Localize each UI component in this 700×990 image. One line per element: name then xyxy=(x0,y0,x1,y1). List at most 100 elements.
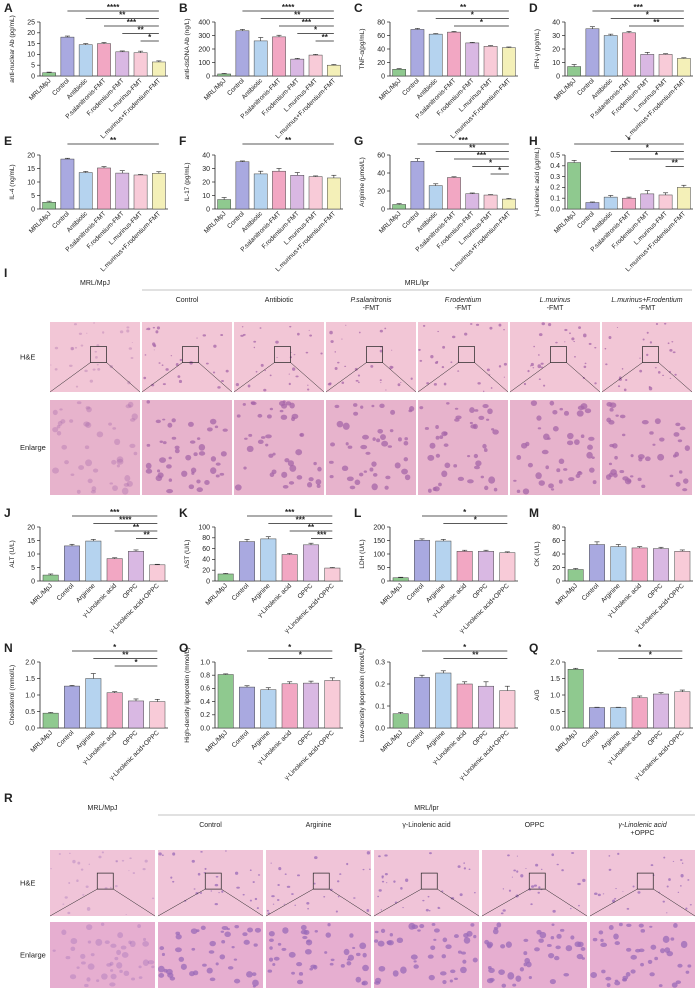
nucleus xyxy=(236,414,241,418)
nucleus xyxy=(306,901,310,905)
nucleus xyxy=(52,409,58,416)
bar xyxy=(272,36,286,77)
nucleus xyxy=(450,361,453,364)
y-axis-label: Cholesterol (mmol/L) xyxy=(9,665,16,725)
nucleus xyxy=(196,337,198,339)
nucleus xyxy=(52,949,56,952)
nucleus xyxy=(325,932,332,938)
nucleus xyxy=(86,332,88,334)
nucleus xyxy=(131,413,138,420)
bar xyxy=(324,567,341,582)
nucleus xyxy=(308,329,310,331)
nucleus xyxy=(167,422,173,428)
nucleus xyxy=(663,322,667,325)
nucleus xyxy=(507,972,515,980)
nucleus xyxy=(296,874,301,877)
nucleus xyxy=(110,969,114,972)
nucleus xyxy=(353,411,359,416)
nucleus xyxy=(138,965,142,969)
nucleus xyxy=(649,431,654,435)
x-tick-label: MRL/MpJ xyxy=(204,729,229,754)
panel-letter: Q xyxy=(529,641,538,655)
nucleus xyxy=(588,436,595,441)
nucleus xyxy=(583,333,587,338)
nucleus xyxy=(612,443,618,449)
zoom-line xyxy=(113,888,156,917)
significance-label: ** xyxy=(144,531,151,540)
bar xyxy=(610,707,627,729)
nucleus xyxy=(304,948,312,955)
nucleus xyxy=(159,440,164,443)
nucleus xyxy=(419,406,424,410)
nucleus xyxy=(387,940,394,946)
nucleus xyxy=(573,340,576,343)
panel-letter: E xyxy=(4,134,12,148)
panel-letter: D xyxy=(529,1,538,15)
nucleus xyxy=(503,362,507,366)
nucleus xyxy=(144,354,147,356)
nucleus xyxy=(608,420,615,425)
nucleus xyxy=(441,890,444,892)
nucleus xyxy=(180,963,187,970)
nucleus xyxy=(548,953,555,959)
nucleus xyxy=(312,964,318,970)
y-axis-label: anti-dsDNA Ab (ng/L) xyxy=(184,18,191,79)
nucleus xyxy=(174,445,180,450)
nucleus xyxy=(536,415,542,421)
bar xyxy=(327,64,341,77)
nucleus xyxy=(247,384,251,388)
significance-label: * xyxy=(489,159,493,168)
nucleus xyxy=(93,322,95,324)
bar xyxy=(465,42,480,77)
nucleus xyxy=(219,954,226,960)
zoom-box xyxy=(528,872,546,890)
zoom-line xyxy=(329,888,372,917)
nucleus xyxy=(85,406,91,410)
nucleus xyxy=(110,943,117,948)
nucleus xyxy=(369,868,371,871)
nucleus xyxy=(576,953,584,960)
nucleus xyxy=(147,960,155,965)
nucleus xyxy=(622,476,629,481)
nucleus xyxy=(425,908,429,912)
column-title: Control xyxy=(176,297,199,304)
zoom-box xyxy=(274,346,291,363)
x-tick-label: MRL/MpJ xyxy=(203,210,228,235)
y-tick-label: 50 xyxy=(377,565,385,572)
nucleus xyxy=(402,907,404,909)
nucleus xyxy=(296,475,303,480)
nucleus xyxy=(660,948,665,954)
nucleus xyxy=(336,880,340,883)
nucleus xyxy=(552,909,556,913)
nucleus xyxy=(123,970,130,976)
nucleus xyxy=(380,909,383,911)
bar xyxy=(281,683,298,729)
nucleus xyxy=(54,346,59,350)
nucleus xyxy=(410,377,413,380)
bar xyxy=(658,54,673,77)
nucleus xyxy=(474,409,479,412)
nucleus xyxy=(439,971,447,976)
y-tick-label: 40 xyxy=(377,170,385,177)
nucleus xyxy=(360,444,368,450)
nucleus xyxy=(112,485,118,491)
nucleus xyxy=(615,888,617,890)
nucleus xyxy=(123,482,130,487)
nucleus xyxy=(362,434,369,440)
nucleus xyxy=(352,946,356,950)
nucleus xyxy=(263,388,267,392)
nucleus xyxy=(533,345,536,348)
nucleus xyxy=(584,362,587,365)
nucleus xyxy=(608,335,612,340)
nucleus xyxy=(677,891,680,893)
nucleus xyxy=(121,859,125,862)
nucleus xyxy=(78,332,83,335)
nucleus xyxy=(533,884,538,887)
nucleus xyxy=(446,402,450,405)
nucleus xyxy=(527,369,530,373)
nucleus xyxy=(638,948,645,953)
histology-image xyxy=(510,322,600,392)
nucleus xyxy=(468,868,471,870)
nucleus xyxy=(457,476,465,481)
nucleus xyxy=(165,368,169,371)
